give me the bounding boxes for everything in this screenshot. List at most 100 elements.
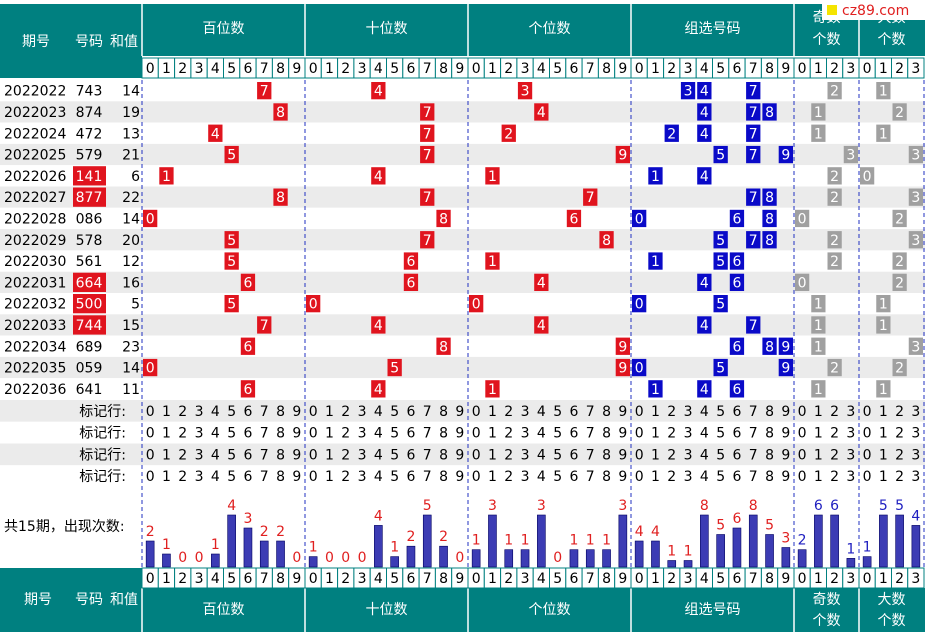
count-bar (308, 556, 318, 568)
count-bar (504, 549, 514, 568)
count-label: 6 (814, 498, 823, 514)
marker-digit: 0 (863, 426, 872, 442)
digit-label: 8 (276, 571, 285, 587)
count-label: 5 (895, 498, 904, 514)
count-bar (162, 553, 171, 568)
cell-mark (143, 358, 158, 377)
issue: 2022035 (4, 361, 66, 377)
count-bar (439, 545, 448, 568)
cell-mark (240, 273, 256, 291)
cell-mark-label: 8 (439, 339, 448, 355)
count-bar (488, 514, 497, 568)
marker-digit: 6 (732, 426, 741, 442)
marker-digit: 2 (178, 469, 187, 485)
marker-digit: 0 (798, 404, 807, 420)
digit-label: 5 (227, 61, 236, 77)
count-label: 0 (195, 550, 204, 566)
digit-label: 2 (178, 61, 187, 77)
marker-digit: 7 (586, 404, 595, 420)
digit-label: 4 (700, 61, 709, 77)
cell-mark-label: 0 (472, 297, 481, 313)
marker-digit: 2 (341, 469, 350, 485)
issue: 2022025 (4, 148, 66, 164)
cell-mark-label: 8 (765, 211, 774, 227)
marker-digit: 2 (830, 404, 839, 420)
cell-mark-label: 1 (814, 318, 823, 334)
cell-mark (892, 273, 907, 291)
group-title: 百位数 (203, 21, 245, 37)
count-label: 5 (765, 518, 774, 534)
digit-label: 5 (390, 571, 399, 587)
marker-digit: 2 (178, 447, 187, 463)
cell-mark-label: 6 (406, 275, 415, 291)
cell-mark-label: 1 (879, 318, 888, 334)
marker-digit: 9 (618, 426, 627, 442)
marker-digit: 3 (521, 404, 530, 420)
digit-label: 6 (406, 571, 415, 587)
group-title: 个数 (878, 613, 906, 629)
cell-mark (746, 145, 761, 164)
marker-digit: 5 (553, 404, 562, 420)
cell-mark-label: 1 (488, 382, 497, 398)
count-label: 1 (586, 533, 595, 549)
cell-mark (697, 316, 712, 334)
marker-digit: 0 (472, 426, 481, 442)
group-title: 十位数 (366, 21, 408, 37)
cell-mark (762, 188, 777, 206)
digit-label: 8 (276, 61, 285, 77)
cell-mark-label: 7 (260, 318, 269, 334)
cell-mark-label: 7 (423, 105, 432, 121)
marker-digit: 1 (879, 447, 888, 463)
digit-label: 9 (781, 61, 790, 77)
marker-digit: 7 (423, 447, 432, 463)
cell-mark (811, 316, 826, 334)
issue: 2022023 (4, 105, 66, 121)
marker-digit: 0 (635, 447, 644, 463)
cell-mark-label: 9 (618, 361, 627, 377)
cell-mark-label: 2 (830, 361, 839, 377)
cell-mark (811, 124, 826, 142)
marker-label: 标记行: (79, 426, 126, 442)
cell-mark-label: 1 (879, 297, 888, 313)
count-bar (781, 547, 791, 568)
cell-mark (257, 82, 272, 100)
cell-mark (273, 103, 288, 121)
marker-digit: 9 (455, 404, 464, 420)
group-title: 组选号码 (685, 602, 741, 618)
marker-digit: 9 (618, 404, 627, 420)
marker-digit: 0 (863, 469, 872, 485)
count-bar (406, 545, 416, 568)
digit-label: 8 (765, 61, 774, 77)
digit-label: 5 (227, 571, 236, 587)
cell-mark-label: 5 (716, 361, 725, 377)
cell-mark (908, 188, 923, 206)
marker-digit: 5 (553, 469, 562, 485)
row-bg (0, 122, 925, 144)
marker-digit: 0 (309, 404, 318, 420)
digit-label: 1 (162, 571, 171, 587)
cell-mark-label: 0 (635, 361, 644, 377)
cell-mark-label: 7 (749, 126, 758, 142)
cell-mark-label: 4 (700, 169, 709, 185)
digit-label: 4 (537, 571, 546, 587)
digit-label: 9 (292, 571, 301, 587)
marker-digit: 6 (569, 404, 578, 420)
marker-digit: 9 (781, 469, 790, 485)
issue: 2022034 (4, 339, 66, 355)
marker-digit: 3 (358, 404, 367, 420)
cell-mark (908, 231, 923, 249)
digit-label: 5 (716, 61, 725, 77)
cell-mark-label: 8 (276, 190, 285, 206)
cell-mark-label: 0 (309, 297, 318, 313)
count-label: 4 (911, 508, 920, 524)
count-label: 1 (667, 544, 676, 560)
digit-label: 3 (911, 571, 920, 587)
marker-digit: 9 (292, 447, 301, 463)
count-bar (211, 553, 220, 568)
cell-mark-label: 6 (732, 211, 741, 227)
cell-mark (534, 103, 549, 121)
digit-label: 0 (635, 571, 644, 587)
count-label: 2 (406, 529, 415, 545)
marker-digit: 3 (358, 469, 367, 485)
group-title: 个数 (813, 613, 841, 629)
